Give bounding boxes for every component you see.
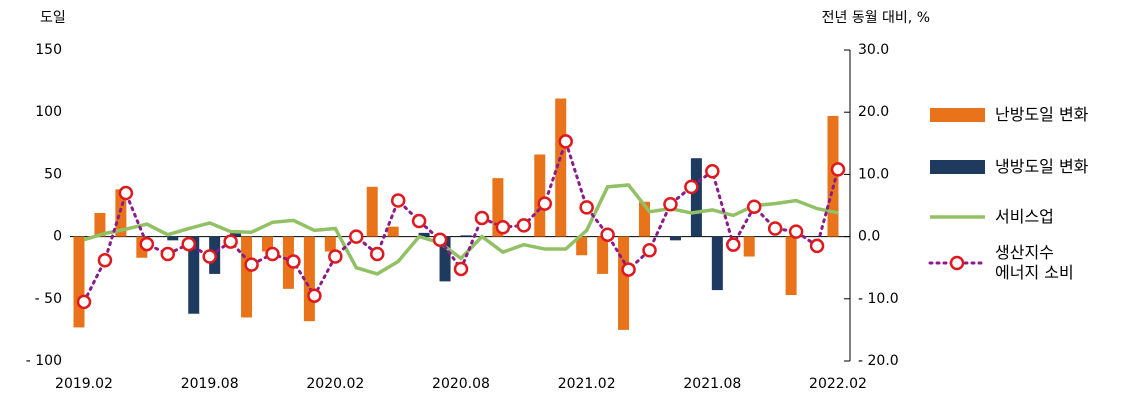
y-tick-label: 0 — [53, 229, 62, 245]
legend-marker — [949, 255, 965, 271]
y-tick-label: 50 — [44, 166, 62, 182]
marker — [600, 227, 615, 242]
marker — [726, 237, 741, 252]
marker — [453, 261, 469, 277]
marker — [642, 243, 657, 258]
marker — [809, 238, 825, 254]
y-tick-label: - 50 — [35, 291, 62, 307]
marker — [411, 213, 427, 229]
marker — [579, 200, 594, 215]
marker — [558, 134, 573, 149]
bar — [418, 232, 430, 237]
marker — [705, 164, 720, 179]
marker — [286, 254, 301, 269]
y2-tick-label: 10.0 — [858, 166, 889, 182]
y-tick-label: - 100 — [26, 353, 62, 369]
marker — [244, 257, 259, 272]
marker — [223, 234, 238, 249]
x-tick-label: 2022.02 — [809, 376, 867, 392]
marker — [474, 210, 490, 226]
legend-label: 냉방도일 변화 — [995, 157, 1089, 176]
bar — [188, 236, 200, 314]
bar — [785, 236, 797, 296]
marker — [328, 249, 343, 264]
bar — [303, 236, 315, 322]
y2-tick-label: 30.0 — [858, 42, 889, 58]
bar — [324, 236, 336, 252]
bar — [262, 236, 273, 252]
marker — [621, 262, 636, 277]
x-tick-label: 2021.08 — [683, 376, 741, 392]
marker — [432, 232, 448, 247]
marker — [202, 249, 217, 264]
marker — [537, 196, 553, 211]
bar — [241, 236, 253, 318]
marker — [76, 294, 92, 310]
bar — [167, 236, 179, 241]
x-tick-label: 2019.02 — [55, 376, 113, 392]
y2-tick-label: - 20.0 — [858, 353, 899, 369]
marker — [830, 162, 846, 177]
y2-tick-label: - 10.0 — [858, 291, 899, 307]
bar — [576, 236, 588, 256]
bar — [743, 236, 755, 257]
marker — [684, 179, 699, 195]
legend-label: 서비스업 — [995, 207, 1054, 226]
y-axis-title: 도일 — [40, 10, 66, 26]
marker — [307, 288, 322, 303]
bar — [639, 201, 650, 237]
marker — [160, 246, 176, 262]
y2-tick-label: 0.0 — [858, 229, 880, 245]
bar — [94, 212, 106, 237]
x-tick-label: 2019.08 — [181, 376, 239, 392]
x-tick-label: 2020.08 — [432, 376, 490, 392]
marker — [349, 229, 364, 244]
legend-label: 생산지수 에너지 소비 — [995, 243, 1074, 282]
bar — [669, 236, 681, 241]
x-tick-label: 2020.02 — [306, 376, 364, 392]
marker — [369, 246, 385, 262]
marker — [181, 236, 196, 252]
y-tick-label: 150 — [35, 42, 62, 58]
x-tick-label: 2021.02 — [558, 376, 616, 392]
y2-axis-title: 전년 동월 대비, % — [822, 10, 930, 26]
y-tick-label: 100 — [35, 104, 62, 120]
bar — [460, 235, 472, 237]
legend-swatch — [930, 160, 985, 174]
bar — [827, 115, 839, 237]
marker — [663, 197, 678, 212]
marker — [746, 199, 762, 214]
marker — [767, 221, 783, 236]
marker — [118, 185, 134, 201]
bar — [73, 236, 85, 328]
bar — [439, 236, 451, 282]
bar — [618, 236, 630, 330]
bar — [387, 226, 399, 237]
line — [83, 183, 839, 276]
bar — [690, 158, 702, 237]
marker — [139, 236, 155, 252]
legend-label: 난방도일 변화 — [995, 105, 1089, 124]
marker — [788, 224, 804, 239]
marker — [97, 252, 113, 268]
marker — [495, 220, 511, 235]
legend-swatch — [930, 108, 985, 122]
marker — [265, 246, 280, 262]
y2-tick-label: 20.0 — [858, 104, 889, 120]
bar — [115, 189, 127, 237]
bar — [555, 98, 567, 237]
marker — [390, 193, 406, 208]
bar — [366, 186, 378, 237]
bar — [492, 178, 504, 237]
bar — [597, 236, 609, 274]
bar — [711, 236, 723, 291]
bar — [534, 154, 546, 237]
marker — [516, 218, 532, 233]
